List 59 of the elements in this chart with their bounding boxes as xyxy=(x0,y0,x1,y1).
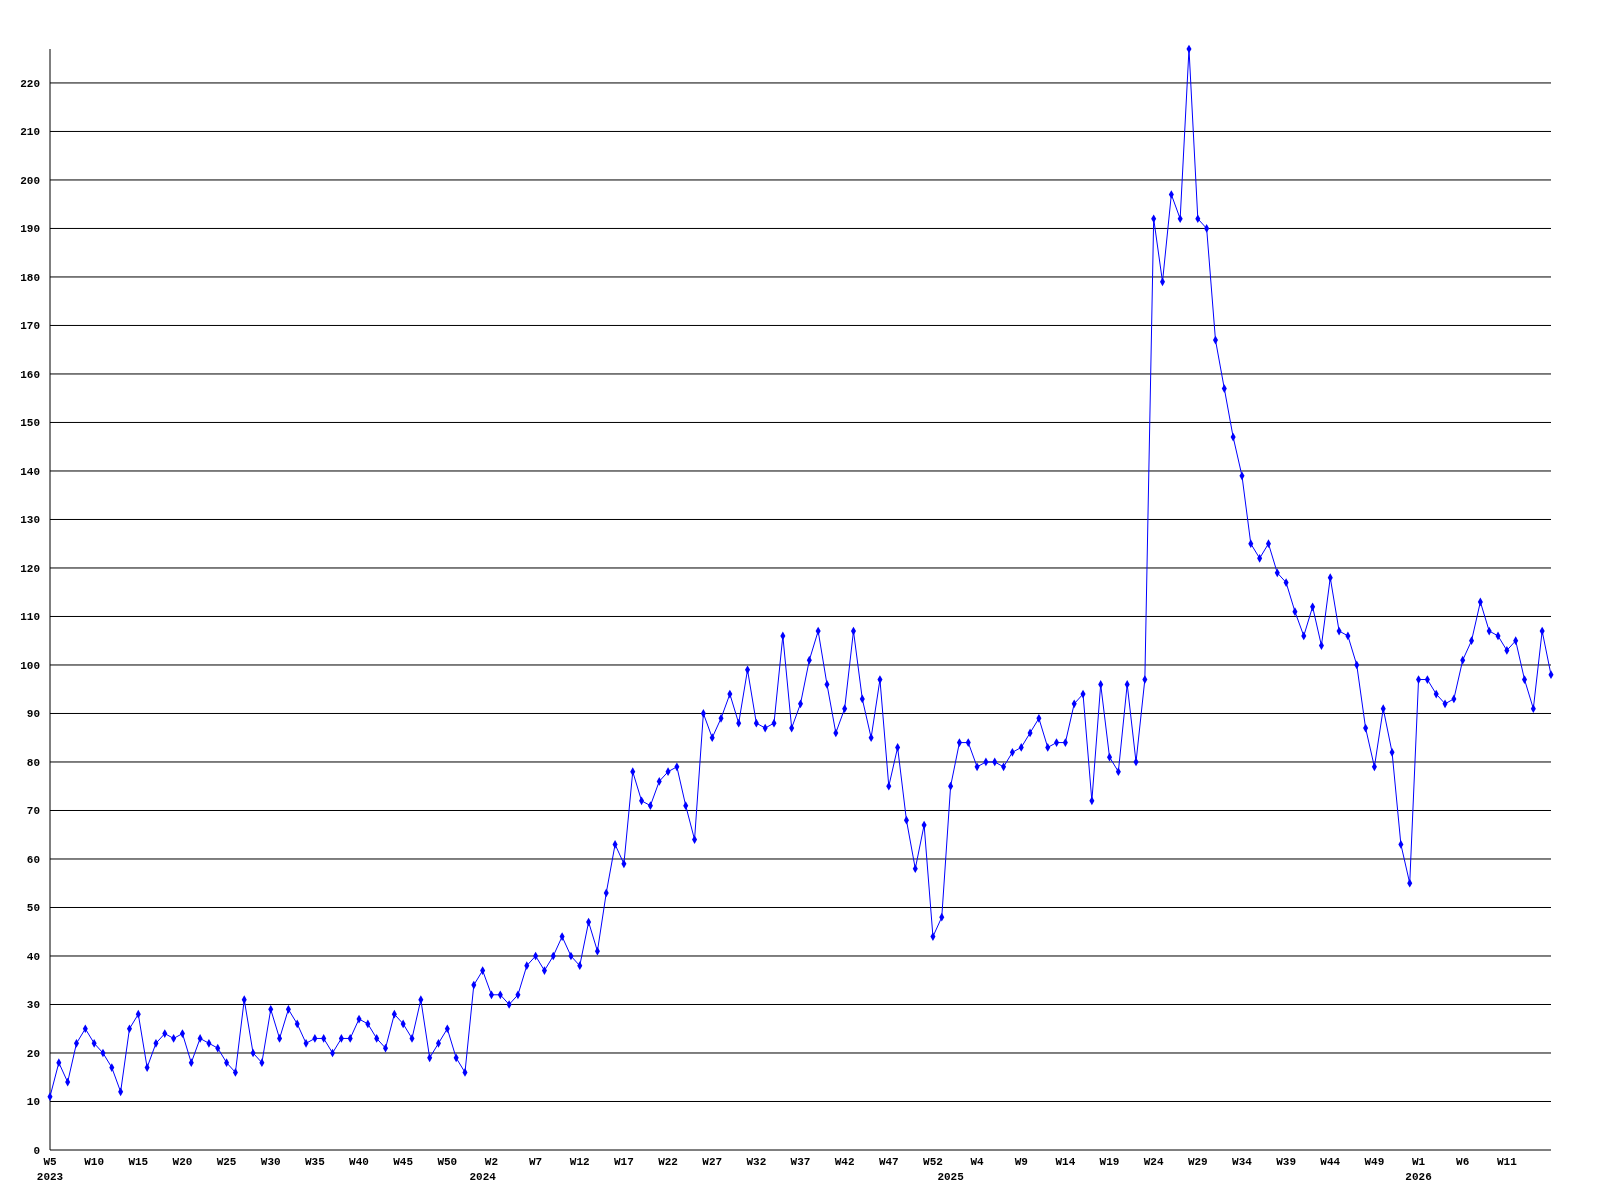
x-tick-label: W50 xyxy=(437,1156,458,1168)
y-tick-label: 220 xyxy=(20,77,40,90)
x-tick-label: W45 xyxy=(393,1156,414,1168)
x-tick-label: W2 xyxy=(484,1156,499,1168)
x-tick-label: W35 xyxy=(304,1156,326,1168)
y-tick-label: 210 xyxy=(20,126,40,139)
x-tick-label: W6 xyxy=(1456,1156,1470,1168)
y-tick-label: 80 xyxy=(26,756,40,769)
y-tick-label: 180 xyxy=(20,271,40,284)
x-tick-label: W44 xyxy=(1320,1156,1341,1168)
x-tick-label: W52 xyxy=(923,1156,943,1168)
y-tick-label: 90 xyxy=(26,708,40,721)
x-tick-label: W22 xyxy=(658,1156,678,1168)
y-tick-label: 170 xyxy=(20,320,40,333)
x-tick-label: W12 xyxy=(569,1156,590,1168)
y-tick-label: 50 xyxy=(26,902,40,915)
x-tick-label: W32 xyxy=(746,1156,767,1168)
y-tick-label: 10 xyxy=(26,1096,40,1109)
x-tick-label: W27 xyxy=(702,1156,723,1168)
y-tick-label: 20 xyxy=(26,1047,40,1060)
x-tick-label: W39 xyxy=(1276,1156,1297,1168)
x-tick-label: W10 xyxy=(84,1156,105,1168)
x-tick-label: W5 2023 xyxy=(36,1156,64,1183)
x-tick-label: W20 xyxy=(172,1156,193,1168)
y-tick-label: 100 xyxy=(20,659,40,672)
y-tick-label: 160 xyxy=(20,368,40,381)
x-tick-label: W7 xyxy=(529,1156,543,1168)
y-tick-label: 150 xyxy=(20,417,40,430)
y-tick-label: 130 xyxy=(20,514,40,527)
y-tick-label: 30 xyxy=(26,999,40,1012)
x-tick-label: W40 xyxy=(349,1156,369,1168)
x-tick-label: W25 xyxy=(216,1156,237,1168)
y-tick-label: 140 xyxy=(20,465,40,478)
y-tick-label: 60 xyxy=(26,853,40,866)
x-tick-label: W9 xyxy=(1014,1156,1028,1168)
x-tick-label: W29 xyxy=(1187,1156,1208,1168)
x-tick-label: W15 xyxy=(128,1156,149,1168)
y-tick-label: 190 xyxy=(20,223,40,236)
x-tick-label: W1 2026 xyxy=(1405,1156,1432,1183)
x-tick-label: W42 xyxy=(834,1156,855,1168)
x-tick-label: W34 xyxy=(1232,1156,1253,1168)
y-tick-label: 40 xyxy=(26,950,40,963)
x-tick-label: W24 xyxy=(1143,1156,1164,1168)
x-tick-label: W17 xyxy=(614,1156,634,1168)
x-tick-label: W14 xyxy=(1055,1156,1076,1168)
y-tick-label: 200 xyxy=(20,174,40,187)
x-tick-label: W11 xyxy=(1496,1156,1518,1168)
y-tick-label: 110 xyxy=(20,611,40,624)
x-tick-label: 2025 xyxy=(937,1171,965,1183)
x-tick-label: W19 xyxy=(1099,1156,1120,1168)
x-tick-label: W49 xyxy=(1364,1156,1385,1168)
y-tick-label: 0 xyxy=(33,1144,40,1157)
x-tick-label: W4 xyxy=(970,1156,985,1168)
y-tick-label: 70 xyxy=(26,805,40,818)
x-tick-label: W47 xyxy=(878,1156,899,1168)
x-tick-label: 2024 xyxy=(469,1171,497,1183)
y-tick-label: 120 xyxy=(20,562,40,575)
x-tick-label: W37 xyxy=(790,1156,811,1168)
x-tick-label: W30 xyxy=(260,1156,281,1168)
